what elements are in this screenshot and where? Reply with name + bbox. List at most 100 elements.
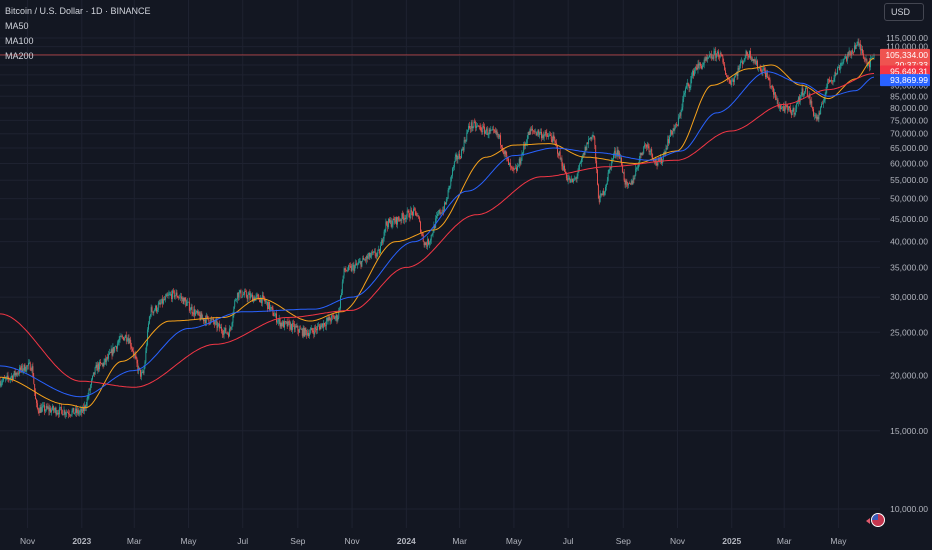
- candle: [491, 129, 493, 131]
- candle: [394, 217, 396, 225]
- candle: [43, 402, 45, 408]
- candle: [846, 52, 848, 65]
- candle: [725, 67, 726, 75]
- candle: [281, 321, 283, 329]
- candle: [374, 248, 376, 258]
- candle: [487, 132, 489, 139]
- arrow-left-icon: [866, 518, 870, 524]
- candle: [440, 212, 442, 215]
- candle: [451, 174, 453, 182]
- candle: [827, 78, 829, 88]
- price-axis[interactable]: 115,000.00110,000.00105,000.00100,000.00…: [885, 33, 928, 514]
- candle: [81, 407, 83, 417]
- candle: [66, 409, 68, 418]
- candle: [505, 149, 507, 158]
- candle: [685, 86, 686, 98]
- us-flag-icon[interactable]: [871, 513, 885, 527]
- candle: [392, 218, 394, 228]
- y-tick-label: 85,000.00: [890, 91, 928, 101]
- ma200-legend[interactable]: MA200: [5, 51, 34, 61]
- candle: [99, 359, 101, 372]
- candle: [605, 184, 606, 196]
- candle: [396, 216, 398, 229]
- candle: [108, 348, 110, 356]
- candle: [259, 299, 261, 303]
- candle: [400, 218, 402, 225]
- candle: [268, 301, 270, 312]
- candle: [479, 122, 481, 131]
- candle: [607, 169, 609, 182]
- candle: [125, 331, 127, 345]
- candle: [858, 38, 860, 47]
- candle: [237, 292, 239, 301]
- candle: [826, 83, 828, 94]
- y-tick-label: 30,000.00: [890, 292, 928, 302]
- candle: [153, 310, 155, 316]
- candle: [103, 358, 105, 368]
- candle: [596, 157, 598, 174]
- candle: [75, 405, 77, 417]
- candle: [770, 86, 772, 89]
- candle: [564, 163, 566, 173]
- symbol-title[interactable]: Bitcoin / U.S. Dollar · 1D · BINANCE: [5, 6, 151, 16]
- candle: [611, 157, 613, 171]
- candle: [835, 68, 837, 77]
- ma50-legend[interactable]: MA50: [5, 21, 29, 31]
- candle: [550, 132, 552, 143]
- candle: [642, 151, 644, 156]
- candle: [840, 59, 842, 69]
- candle: [8, 376, 10, 383]
- currency-button[interactable]: USD: [884, 3, 924, 21]
- candle: [282, 319, 284, 327]
- candle: [856, 41, 858, 47]
- candle: [728, 77, 730, 84]
- candle: [85, 402, 87, 412]
- candle: [67, 410, 69, 413]
- ma100-legend[interactable]: MA100: [5, 36, 34, 46]
- y-tick-label: 115,000.00: [886, 33, 928, 43]
- candle: [834, 71, 836, 83]
- candle: [798, 93, 800, 105]
- candle: [188, 301, 189, 303]
- candle: [370, 252, 372, 258]
- candle: [553, 132, 555, 141]
- candle: [140, 369, 142, 381]
- candle: [517, 164, 519, 167]
- candle: [13, 370, 15, 377]
- candle: [181, 296, 183, 302]
- candle: [643, 145, 645, 155]
- candle: [376, 252, 378, 261]
- candle: [695, 64, 697, 71]
- x-tick-label: 2025: [722, 536, 741, 546]
- candle: [121, 333, 123, 339]
- candle: [19, 365, 21, 373]
- candle: [791, 109, 793, 116]
- candle: [41, 403, 43, 413]
- candle: [150, 304, 152, 318]
- candle: [870, 56, 872, 59]
- candle: [224, 327, 226, 334]
- candle: [101, 362, 103, 367]
- y-tick-label: 80,000.00: [890, 103, 928, 113]
- candle: [333, 315, 335, 320]
- candle: [362, 255, 364, 262]
- candle: [571, 175, 573, 183]
- candle: [323, 320, 325, 332]
- candle: [218, 322, 220, 327]
- candle: [503, 149, 505, 157]
- candle: [97, 361, 99, 374]
- candle: [585, 146, 587, 152]
- candle: [679, 112, 681, 119]
- candle: [249, 289, 251, 301]
- candle: [568, 174, 570, 181]
- candle: [126, 337, 128, 342]
- candle: [65, 411, 67, 419]
- time-axis[interactable]: Nov 2023 Mar May Jul Sep Nov 2024 Mar May Jul Sep No…: [20, 536, 847, 546]
- candle: [183, 297, 185, 305]
- candle: [672, 128, 674, 138]
- candle: [504, 150, 506, 159]
- candle: [661, 158, 663, 166]
- candle: [294, 324, 296, 333]
- candle: [349, 262, 351, 268]
